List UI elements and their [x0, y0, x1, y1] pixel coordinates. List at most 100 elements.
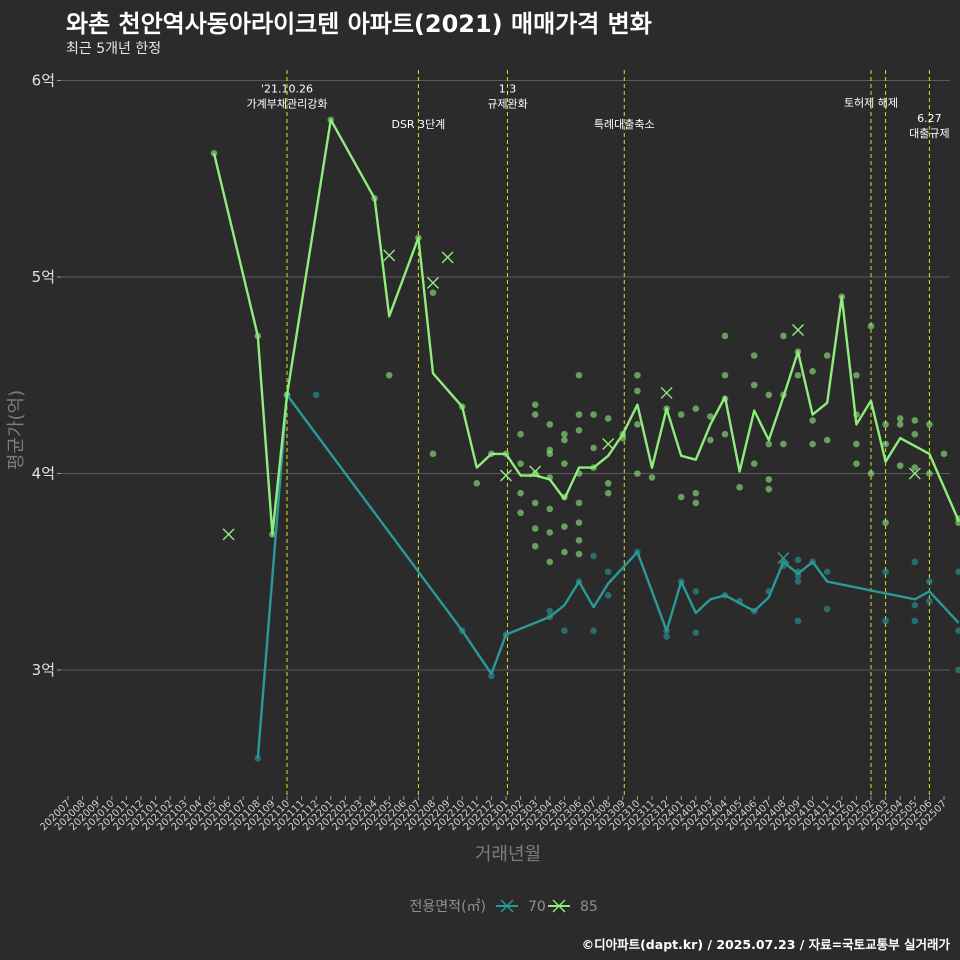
- data-point-70: [794, 617, 802, 625]
- data-point-85: [853, 371, 860, 379]
- data-point-85: [546, 505, 554, 513]
- data-point-85: [926, 421, 933, 428]
- data-point-85: [721, 332, 729, 340]
- data-point-85: [575, 537, 583, 544]
- data-point-85: [765, 476, 773, 483]
- data-point-70: [911, 617, 919, 625]
- data-point-85: [634, 421, 641, 428]
- data-point-85: [648, 474, 656, 481]
- data-point-85: [575, 411, 583, 418]
- data-point-85: [517, 489, 524, 497]
- data-point-85: [911, 417, 919, 424]
- data-point-85: [590, 444, 597, 452]
- cross-marker-85: [908, 467, 921, 480]
- data-point-70: [794, 556, 802, 564]
- legend: 전용면적(㎡) 70 85: [410, 899, 598, 915]
- cross-marker-85: [602, 438, 615, 451]
- data-point-85: [780, 440, 787, 448]
- data-point-85: [575, 550, 583, 558]
- grid-lines: [61, 80, 950, 671]
- y-tick-label: 5억: [32, 268, 55, 286]
- data-point-85: [575, 426, 583, 434]
- cross-marker-85: [383, 249, 396, 262]
- data-point-85: [882, 519, 889, 526]
- data-point-85: [546, 558, 554, 566]
- cross-stroke: [660, 386, 673, 399]
- data-point-85: [867, 322, 875, 330]
- cross-stroke: [383, 249, 396, 262]
- data-point-85: [575, 371, 583, 379]
- data-point-70: [692, 588, 700, 595]
- data-point-85: [867, 470, 875, 477]
- data-point-85: [590, 411, 597, 418]
- legend-entry-70: 70: [496, 899, 546, 915]
- cross-stroke: [792, 324, 804, 337]
- cross-marker-85: [427, 276, 439, 289]
- data-point-70: [604, 568, 612, 576]
- data-point-70: [955, 568, 960, 576]
- cross-stroke: [777, 552, 790, 564]
- data-point-85: [896, 421, 904, 428]
- data-point-85: [750, 352, 758, 359]
- data-point-85: [809, 440, 816, 448]
- cross-marker-70: [777, 552, 790, 564]
- data-point-85: [546, 529, 554, 536]
- data-point-70: [561, 627, 568, 634]
- data-point-85: [955, 519, 960, 526]
- data-point-85: [721, 371, 729, 379]
- legend-swatch-cross: [500, 899, 514, 913]
- data-point-85: [429, 289, 437, 297]
- data-point-85: [750, 460, 758, 467]
- data-point-85: [634, 470, 641, 477]
- data-point-70: [911, 558, 919, 566]
- data-point-70: [604, 592, 612, 599]
- data-point-85: [882, 440, 889, 448]
- data-point-70: [955, 666, 960, 674]
- data-point-85: [896, 462, 904, 469]
- event-label: 특례대출축소: [594, 118, 655, 131]
- data-point-85: [911, 464, 919, 471]
- cross-marker-85: [529, 465, 542, 478]
- data-point-85: [634, 371, 641, 379]
- cross-marker-85: [660, 386, 673, 399]
- data-point-85: [561, 430, 568, 438]
- cross-stroke: [500, 469, 512, 482]
- y-axis: 3억 4억 5억 6억: [32, 72, 61, 679]
- data-point-70: [663, 633, 670, 640]
- series-lines: [212, 118, 960, 759]
- y-axis-label: 평균가(억): [6, 390, 27, 470]
- data-point-85: [561, 548, 568, 556]
- data-point-85: [736, 483, 743, 491]
- cross-stroke: [529, 465, 542, 478]
- chart-subtitle: 최근 5개년 한정: [66, 41, 162, 57]
- data-point-85: [809, 417, 816, 424]
- data-point-85: [794, 371, 802, 379]
- data-point-85: [561, 460, 568, 467]
- event-label: 가계부채관리강화: [247, 98, 328, 111]
- cross-stroke: [427, 276, 439, 289]
- data-point-85: [531, 525, 539, 532]
- cross-stroke: [441, 251, 454, 264]
- legend-label-85: 85: [580, 899, 598, 915]
- event-label: '21.10.26: [261, 83, 313, 96]
- event-label: 토허제 해제: [844, 95, 898, 109]
- data-point-85: [823, 436, 831, 444]
- cross-markers: [222, 249, 921, 564]
- data-point-85: [385, 371, 393, 379]
- data-point-85: [823, 352, 831, 359]
- data-point-85: [429, 450, 437, 458]
- data-point-70: [546, 607, 554, 615]
- data-points: [210, 116, 960, 762]
- data-point-85: [809, 368, 816, 375]
- chart-title: 와촌 천안역사동아라이크텐 아파트(2021) 매매가격 변화: [66, 10, 652, 38]
- data-point-70: [590, 627, 597, 634]
- data-point-85: [896, 415, 904, 422]
- data-point-85: [561, 523, 568, 530]
- data-point-85: [531, 401, 539, 409]
- legend-entry-85: 85: [548, 899, 598, 915]
- data-point-70: [882, 568, 889, 576]
- legend-swatch-cross: [552, 899, 566, 913]
- data-point-85: [780, 332, 787, 340]
- data-point-70: [955, 627, 960, 634]
- data-point-85: [517, 509, 524, 517]
